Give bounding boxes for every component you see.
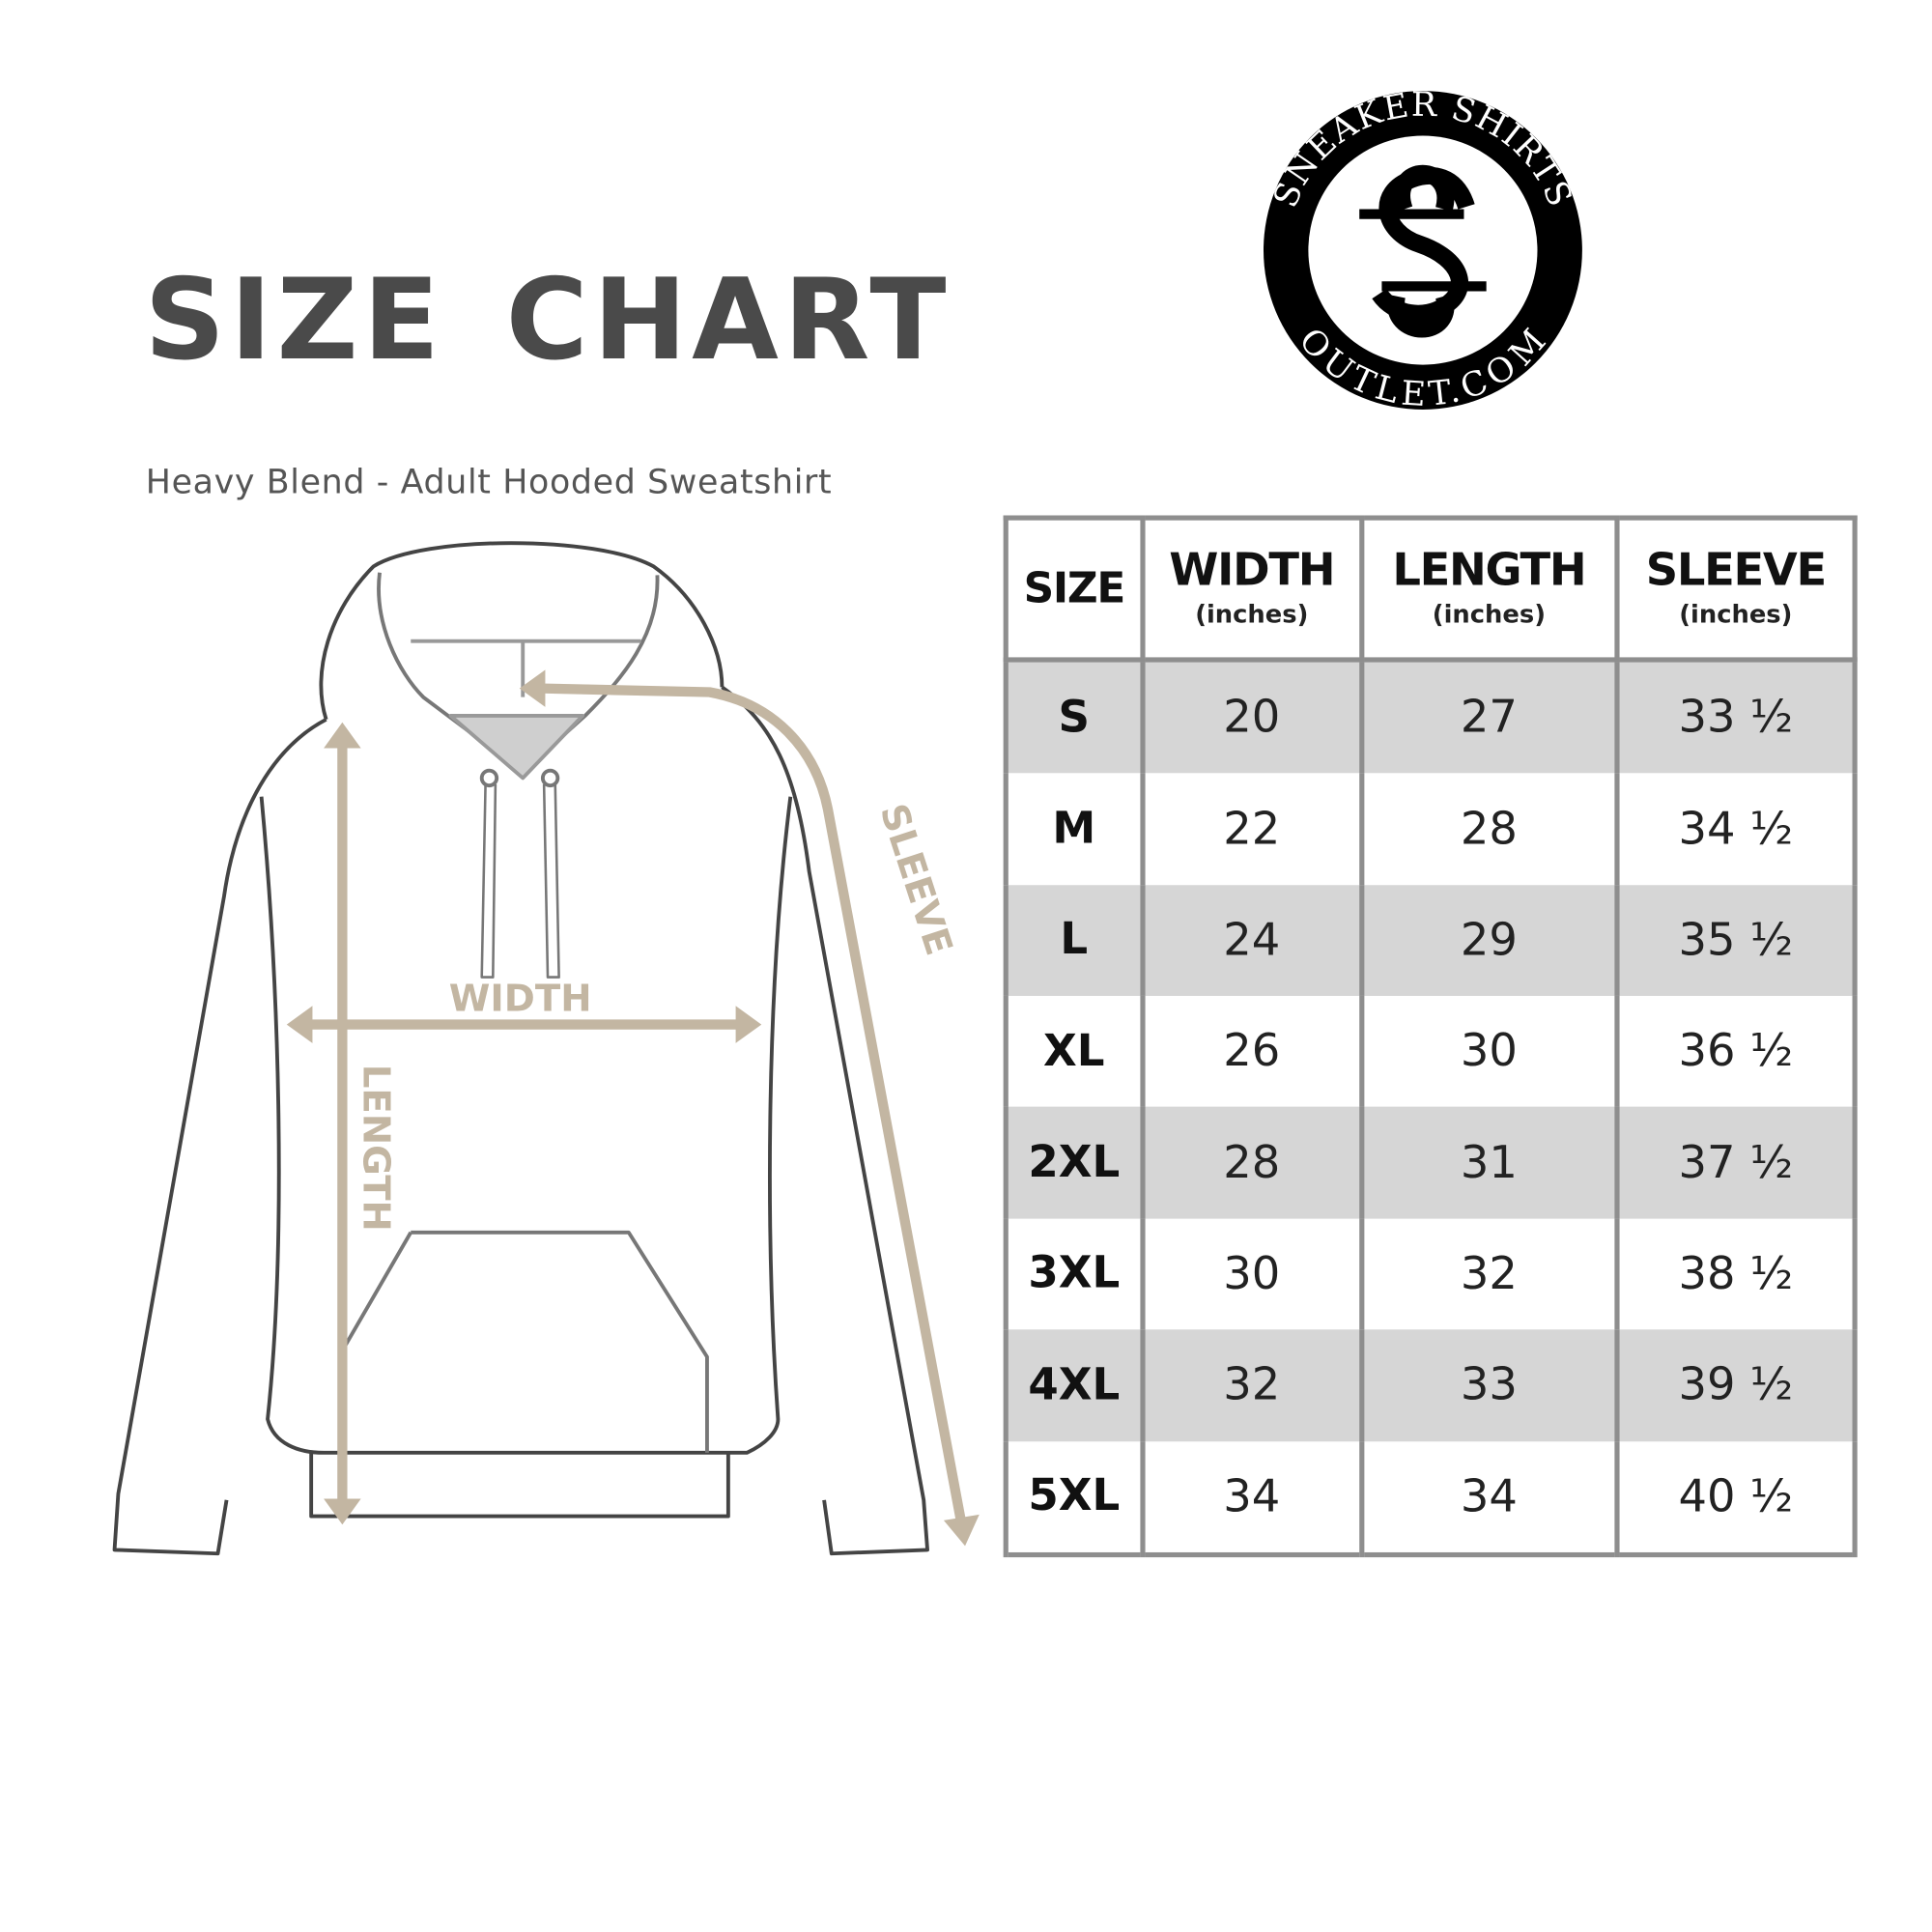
cell-sleeve: 40 ½ — [1613, 1440, 1858, 1555]
header-width: WIDTH (inches) — [1139, 515, 1364, 663]
cell-width: 22 — [1139, 773, 1364, 885]
cell-width: 28 — [1139, 1107, 1364, 1219]
cell-length: 33 — [1358, 1329, 1620, 1441]
page-title: SIZE CHART — [144, 255, 952, 386]
table-row: 5XL 34 34 40 ½ — [1003, 1440, 1858, 1555]
table-header-row: SIZE WIDTH (inches) LENGTH (inches) SLEEVE… — [1003, 515, 1858, 663]
length-label: LENGTH — [354, 1065, 397, 1232]
product-subtitle: Heavy Blend - Adult Hooded Sweatshirt — [145, 463, 833, 502]
cell-length: 34 — [1358, 1440, 1620, 1555]
table-row: 2XL 28 31 37 ½ — [1003, 1107, 1858, 1219]
cell-length: 30 — [1358, 996, 1620, 1108]
cell-size: 3XL — [1003, 1218, 1145, 1330]
table-row: L 24 29 35 ½ — [1003, 884, 1858, 997]
cell-sleeve: 39 ½ — [1613, 1329, 1858, 1441]
width-label: WIDTH — [449, 977, 592, 1020]
table-row: 3XL 30 32 38 ½ — [1003, 1218, 1858, 1330]
cell-size: 5XL — [1003, 1440, 1145, 1555]
table-row: M 22 28 34 ½ — [1003, 773, 1858, 885]
cell-size: XL — [1003, 996, 1145, 1108]
cell-width: 26 — [1139, 996, 1364, 1108]
table-row: S 20 27 33 ½ — [1003, 657, 1858, 774]
cell-width: 34 — [1139, 1440, 1364, 1555]
header-sleeve: SLEEVE (inches) — [1613, 515, 1858, 663]
cell-sleeve: 37 ½ — [1613, 1107, 1858, 1219]
hoodie-diagram: WIDTH LENGTH SLEEVE — [112, 541, 980, 1556]
cell-size: M — [1003, 773, 1145, 885]
cell-sleeve: 33 ½ — [1613, 657, 1858, 774]
cell-width: 30 — [1139, 1218, 1364, 1330]
monogram-icon — [1359, 164, 1487, 338]
cell-size: S — [1003, 657, 1145, 774]
cell-size: 2XL — [1003, 1107, 1145, 1219]
header-size: SIZE — [1003, 515, 1145, 663]
cell-sleeve: 36 ½ — [1613, 996, 1858, 1108]
size-table: SIZE WIDTH (inches) LENGTH (inches) SLEEVE… — [1003, 515, 1858, 1558]
cell-length: 32 — [1358, 1218, 1620, 1330]
width-arrow — [286, 1006, 762, 1043]
cell-width: 20 — [1139, 657, 1364, 774]
hoodie-outline — [112, 541, 929, 1556]
sleeve-label: SLEEVE — [871, 799, 961, 961]
table-row: XL 26 30 36 ½ — [1003, 996, 1858, 1108]
cell-size: 4XL — [1003, 1329, 1145, 1441]
brand-logo: SNEAKER SHIRTS OUTLET.COM — [1263, 86, 1582, 414]
cell-length: 27 — [1358, 657, 1620, 774]
header-length: LENGTH (inches) — [1358, 515, 1620, 663]
sleeve-arrow — [519, 669, 980, 1547]
cell-sleeve: 34 ½ — [1613, 773, 1858, 885]
cell-length: 31 — [1358, 1107, 1620, 1219]
cell-width: 24 — [1139, 884, 1364, 997]
cell-length: 28 — [1358, 773, 1620, 885]
cell-size: L — [1003, 884, 1145, 997]
cell-sleeve: 38 ½ — [1613, 1218, 1858, 1330]
cell-width: 32 — [1139, 1329, 1364, 1441]
cell-length: 29 — [1358, 884, 1620, 997]
cell-sleeve: 35 ½ — [1613, 884, 1858, 997]
length-arrow — [324, 722, 361, 1525]
table-row: 4XL 32 33 39 ½ — [1003, 1329, 1858, 1441]
